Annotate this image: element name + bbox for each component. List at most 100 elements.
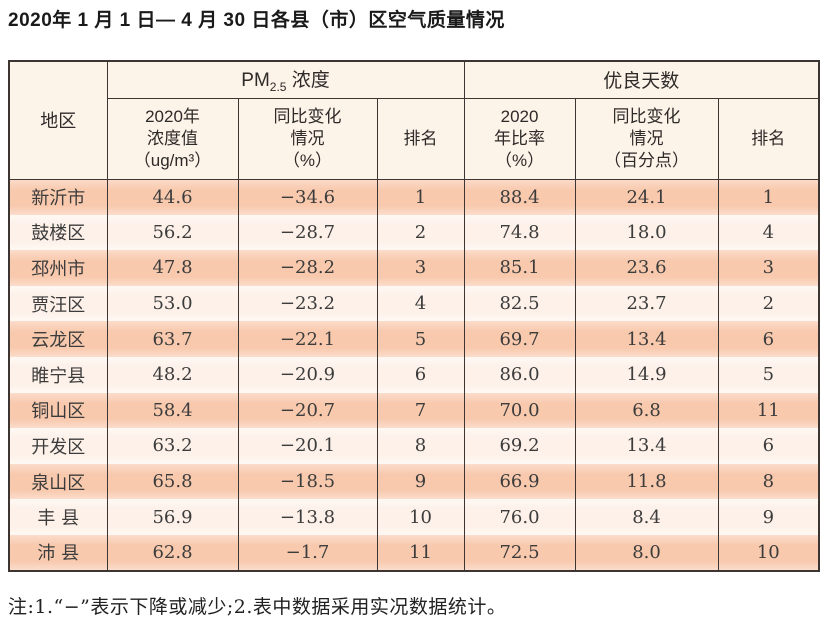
table-row: 睢宁县 48.2 −20.9 6 86.0 14.9 5 [8,356,820,393]
col-header-pm-rank: 排名 [376,98,465,180]
col-header-good-rate: 2020 年比率 （%） [463,98,576,180]
region-cell: 邳州市 [8,250,108,286]
value-cell: 10 [376,499,465,535]
table-row: 云龙区 63.7 −22.1 5 69.7 13.4 6 [8,321,820,357]
value-cell: 63.7 [106,321,239,357]
air-quality-table: 地区 PM2.5 浓度 优良天数 2020年 浓度值 （ug/m³） 同比变化 … [8,60,821,572]
region-cell: 云龙区 [8,321,108,357]
col-header-pm-change: 同比变化 情况 （%） [237,98,378,180]
region-cell: 贾汪区 [8,285,108,322]
region-cell: 泉山区 [8,463,108,500]
value-cell: 66.9 [463,463,576,500]
table-row: 新沂市 44.6 −34.6 1 88.4 24.1 1 [8,179,820,215]
value-cell: 88.4 [463,179,576,215]
value-cell: 13.4 [574,321,719,357]
value-cell: 47.8 [106,250,239,286]
region-cell: 丰 县 [8,499,108,535]
pm25-label: PM [241,70,270,92]
value-cell: 14.9 [574,356,719,393]
col-header-good-change: 同比变化 情况 （百分点） [574,98,719,180]
value-cell: 6 [717,428,820,464]
value-cell: 74.8 [463,214,576,251]
table-row: 开发区 63.2 −20.1 8 69.2 13.4 6 [8,428,820,464]
value-cell: −28.7 [237,214,378,251]
value-cell: 9 [376,463,465,500]
value-cell: 6.8 [574,392,719,429]
value-cell: 2 [376,214,465,251]
table-footnote: 注:1.“−”表示下降或减少;2.表中数据采用实况数据统计。 [8,595,507,618]
value-cell: 72.5 [463,534,576,571]
value-cell: 8 [717,463,820,500]
value-cell: 3 [717,250,820,286]
col-header-good-rank: 排名 [717,98,820,180]
value-cell: 11.8 [574,463,719,500]
value-cell: 4 [376,285,465,322]
col-group-pm25: PM2.5 浓度 [106,61,465,99]
value-cell: 1 [717,179,820,215]
table-row: 邳州市 47.8 −28.2 3 85.1 23.6 3 [8,250,820,286]
value-cell: 1 [376,179,465,215]
value-cell: 4 [717,214,820,251]
value-cell: 56.9 [106,499,239,535]
value-cell: 86.0 [463,356,576,393]
header-sub-row: 2020年 浓度值 （ug/m³） 同比变化 情况 （%） 排名 2020 年比… [9,98,820,180]
value-cell: 58.4 [106,392,239,429]
value-cell: −20.9 [237,356,378,393]
region-cell: 睢宁县 [8,356,108,393]
value-cell: −23.2 [237,285,378,322]
col-header-pm-value: 2020年 浓度值 （ug/m³） [106,98,239,180]
value-cell: 44.6 [106,179,239,215]
value-cell: 62.8 [106,534,239,571]
value-cell: 23.7 [574,285,719,322]
region-cell: 铜山区 [8,392,108,429]
value-cell: 85.1 [463,250,576,286]
page-title: 2020年 1 月 1 日— 4 月 30 日各县（市）区空气质量情况 [8,10,505,31]
region-cell: 新沂市 [8,179,108,215]
value-cell: −1.7 [237,534,378,571]
value-cell: 24.1 [574,179,719,215]
col-group-good-days: 优良天数 [463,61,820,99]
value-cell: −20.1 [237,428,378,464]
region-cell: 开发区 [8,428,108,464]
table-row: 鼓楼区 56.2 −28.7 2 74.8 18.0 4 [8,214,820,251]
value-cell: 9 [717,499,820,535]
value-cell: 3 [376,250,465,286]
pm25-subscript: 2.5 [269,80,287,95]
value-cell: −34.6 [237,179,378,215]
header-group-row: 地区 PM2.5 浓度 优良天数 [8,61,820,180]
table-header: 地区 PM2.5 浓度 优良天数 2020年 浓度值 （ug/m³） 同比变化 … [8,61,820,180]
value-cell: −20.7 [237,392,378,429]
value-cell: 56.2 [106,214,239,251]
value-cell: 5 [717,356,820,393]
table-body: 新沂市 44.6 −34.6 1 88.4 24.1 1 鼓楼区 56.2 −28.7 2 74.8 1… [8,179,820,571]
value-cell: 2 [717,285,820,322]
value-cell: 6 [717,321,820,357]
value-cell: −13.8 [237,499,378,535]
value-cell: 76.0 [463,499,576,535]
value-cell: −18.5 [237,463,378,500]
value-cell: −28.2 [237,250,378,286]
region-cell: 沛 县 [8,534,108,571]
value-cell: 10 [717,534,820,571]
value-cell: 23.6 [574,250,719,286]
table-row: 贾汪区 53.0 −23.2 4 82.5 23.7 2 [8,285,820,322]
value-cell: 13.4 [574,428,719,464]
value-cell: 8.0 [574,534,719,571]
pm25-label-suffix: 浓度 [286,70,330,92]
value-cell: 69.7 [463,321,576,357]
table-row: 泉山区 65.8 −18.5 9 66.9 11.8 8 [8,463,820,500]
value-cell: 5 [376,321,465,357]
value-cell: 7 [376,392,465,429]
value-cell: 11 [717,392,820,429]
table-row: 丰 县 56.9 −13.8 10 76.0 8.4 9 [8,499,820,535]
value-cell: 6 [376,356,465,393]
region-cell: 鼓楼区 [8,214,108,251]
value-cell: 70.0 [463,392,576,429]
value-cell: 53.0 [106,285,239,322]
value-cell: 69.2 [463,428,576,464]
value-cell: 8 [376,428,465,464]
col-header-region: 地区 [8,61,108,180]
value-cell: 11 [376,534,465,571]
table-row: 沛 县 62.8 −1.7 11 72.5 8.0 10 [8,534,820,571]
value-cell: −22.1 [237,321,378,357]
